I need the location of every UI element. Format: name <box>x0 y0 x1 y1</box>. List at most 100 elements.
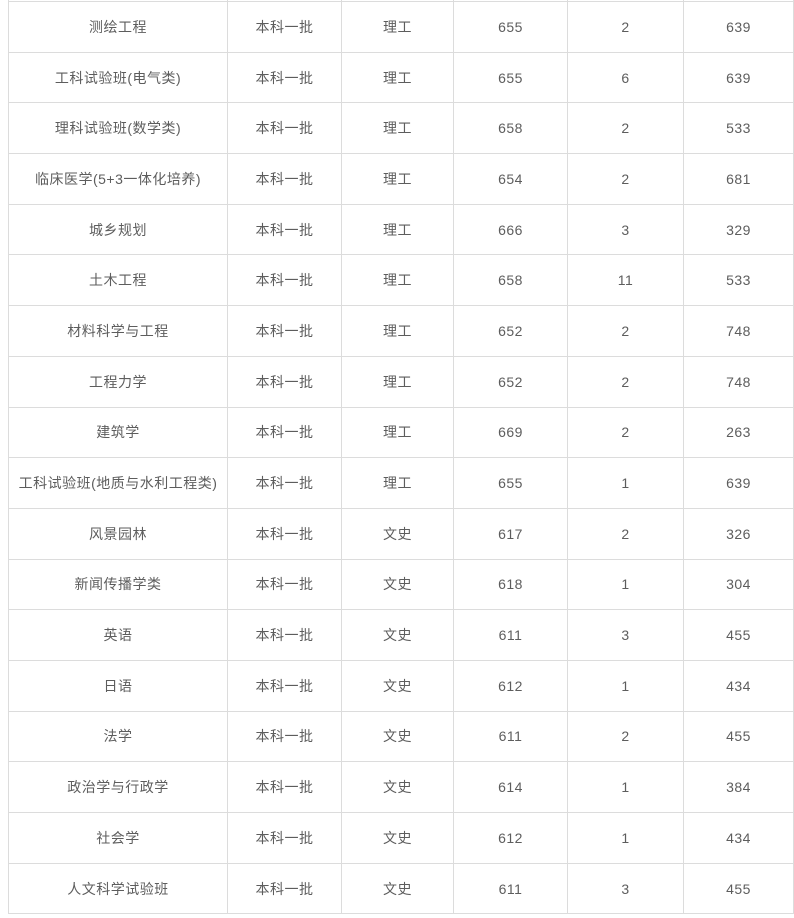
table-cell-min-rank: 263 <box>683 406 794 459</box>
table-cell-subject-category: 理工 <box>341 51 454 104</box>
table-cell-count: 1 <box>567 558 684 611</box>
table-cell-min-rank: 533 <box>683 102 794 155</box>
table-cell-major: 风景园林 <box>8 507 228 560</box>
table-cell-count: 6 <box>567 51 684 104</box>
table-cell-score: 612 <box>453 812 568 864</box>
empty-cell <box>683 0 794 3</box>
table-cell-batch: 本科一批 <box>227 507 342 560</box>
table-row: 理科试验班(数学类) 本科一批 理工 658 2 533 <box>8 102 794 155</box>
table-cell-count: 1 <box>567 761 684 813</box>
table-cell-batch: 本科一批 <box>227 51 342 104</box>
table-cell-score: 669 <box>453 406 568 459</box>
table-cell-batch: 本科一批 <box>227 457 342 509</box>
table-cell-batch: 本科一批 <box>227 355 342 408</box>
table-cell-score: 652 <box>453 305 568 357</box>
table-cell-min-rank: 455 <box>683 710 794 763</box>
table-cell-batch: 本科一批 <box>227 558 342 611</box>
table-cell-major: 工科试验班(地质与水利工程类) <box>8 457 228 509</box>
table-cell-min-rank: 748 <box>683 305 794 357</box>
table-cell-score: 614 <box>453 761 568 813</box>
table-cell-min-rank: 681 <box>683 153 794 205</box>
table-cell-major: 城乡规划 <box>8 203 228 256</box>
table-cell-min-rank: 533 <box>683 254 794 307</box>
table-cell-score: 655 <box>453 457 568 509</box>
table-cell-major: 日语 <box>8 659 228 712</box>
table-cell-score: 612 <box>453 659 568 712</box>
clipped-top-row <box>8 0 794 3</box>
table-cell-major: 政治学与行政学 <box>8 761 228 813</box>
table-cell-count: 1 <box>567 812 684 864</box>
table-cell-score: 655 <box>453 1 568 53</box>
table-cell-count: 3 <box>567 609 684 661</box>
table-cell-min-rank: 326 <box>683 507 794 560</box>
table-cell-min-rank: 639 <box>683 51 794 104</box>
table-row: 工科试验班(电气类) 本科一批 理工 655 6 639 <box>8 51 794 104</box>
table-cell-batch: 本科一批 <box>227 254 342 307</box>
table-row: 临床医学(5+3一体化培养) 本科一批 理工 654 2 681 <box>8 153 794 205</box>
table-cell-batch: 本科一批 <box>227 305 342 357</box>
table-cell-min-rank: 304 <box>683 558 794 611</box>
table-cell-count: 2 <box>567 153 684 205</box>
table-cell-score: 611 <box>453 710 568 763</box>
table-cell-count: 2 <box>567 355 684 408</box>
table-row: 工程力学 本科一批 理工 652 2 748 <box>8 355 794 408</box>
table-cell-score: 652 <box>453 355 568 408</box>
table-cell-batch: 本科一批 <box>227 659 342 712</box>
table-cell-count: 2 <box>567 1 684 53</box>
table-cell-batch: 本科一批 <box>227 153 342 205</box>
table-cell-major: 临床医学(5+3一体化培养) <box>8 153 228 205</box>
table-cell-subject-category: 文史 <box>341 659 454 712</box>
table-cell-batch: 本科一批 <box>227 812 342 864</box>
table-cell-count: 2 <box>567 305 684 357</box>
table-cell-count: 11 <box>567 254 684 307</box>
table-row: 工科试验班(地质与水利工程类) 本科一批 理工 655 1 639 <box>8 457 794 509</box>
table-cell-subject-category: 文史 <box>341 558 454 611</box>
table-cell-major: 英语 <box>8 609 228 661</box>
table-cell-min-rank: 639 <box>683 1 794 53</box>
table-cell-subject-category: 理工 <box>341 254 454 307</box>
table-cell-major: 新闻传播学类 <box>8 558 228 611</box>
table-cell-subject-category: 文史 <box>341 862 454 915</box>
table-cell-subject-category: 文史 <box>341 812 454 864</box>
table-cell-min-rank: 639 <box>683 457 794 509</box>
table-cell-subject-category: 理工 <box>341 1 454 53</box>
table-cell-subject-category: 文史 <box>341 710 454 763</box>
table-cell-count: 2 <box>567 710 684 763</box>
table-cell-min-rank: 455 <box>683 609 794 661</box>
table-row: 土木工程 本科一批 理工 658 11 533 <box>8 254 794 307</box>
table-cell-subject-category: 理工 <box>341 203 454 256</box>
table-row: 人文科学试验班 本科一批 文史 611 3 455 <box>8 862 794 915</box>
table-cell-subject-category: 理工 <box>341 457 454 509</box>
table-cell-count: 2 <box>567 406 684 459</box>
table-row: 风景园林 本科一批 文史 617 2 326 <box>8 507 794 560</box>
table-cell-count: 1 <box>567 659 684 712</box>
table-cell-subject-category: 理工 <box>341 153 454 205</box>
table-cell-major: 测绘工程 <box>8 1 228 53</box>
table-cell-batch: 本科一批 <box>227 406 342 459</box>
table-cell-batch: 本科一批 <box>227 1 342 53</box>
table-cell-min-rank: 384 <box>683 761 794 813</box>
admission-score-table: 测绘工程 本科一批 理工 655 2 639 工科试验班(电气类) 本科一批 理工 655 6 639… <box>8 0 794 915</box>
table-cell-count: 2 <box>567 102 684 155</box>
table-cell-major: 人文科学试验班 <box>8 862 228 915</box>
table-cell-major: 社会学 <box>8 812 228 864</box>
table-row: 政治学与行政学 本科一批 文史 614 1 384 <box>8 761 794 813</box>
table-cell-batch: 本科一批 <box>227 761 342 813</box>
table-cell-count: 3 <box>567 862 684 915</box>
table-cell-score: 611 <box>453 609 568 661</box>
table-cell-score: 654 <box>453 153 568 205</box>
table-row: 英语 本科一批 文史 611 3 455 <box>8 609 794 661</box>
table-cell-major: 建筑学 <box>8 406 228 459</box>
table-cell-score: 658 <box>453 102 568 155</box>
table-cell-subject-category: 文史 <box>341 609 454 661</box>
table-cell-score: 655 <box>453 51 568 104</box>
table-cell-major: 工科试验班(电气类) <box>8 51 228 104</box>
table-cell-major: 材料科学与工程 <box>8 305 228 357</box>
table-cell-count: 3 <box>567 203 684 256</box>
table-cell-subject-category: 理工 <box>341 102 454 155</box>
table-row: 日语 本科一批 文史 612 1 434 <box>8 659 794 712</box>
table-row: 材料科学与工程 本科一批 理工 652 2 748 <box>8 305 794 357</box>
table-cell-batch: 本科一批 <box>227 203 342 256</box>
table-cell-min-rank: 329 <box>683 203 794 256</box>
